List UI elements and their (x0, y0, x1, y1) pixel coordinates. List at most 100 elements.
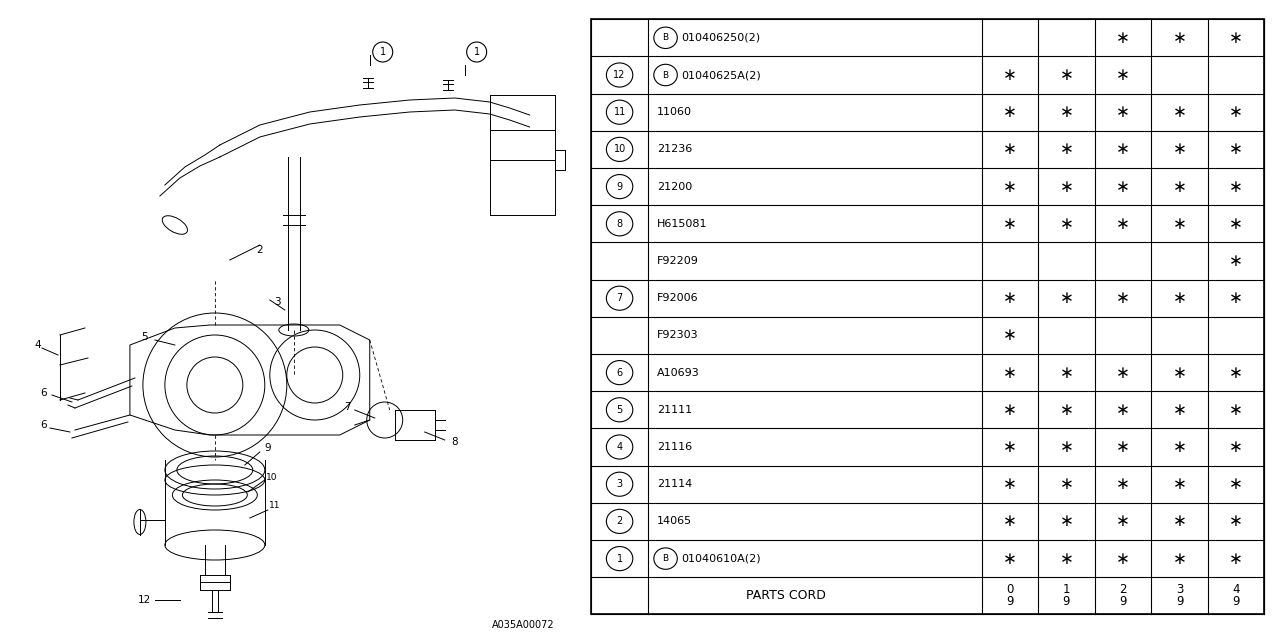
Text: ∗: ∗ (1172, 215, 1187, 233)
Text: 4: 4 (617, 442, 622, 452)
Text: PARTS CORD: PARTS CORD (746, 589, 826, 602)
Text: ∗: ∗ (1229, 438, 1243, 456)
Text: 01040610A(2): 01040610A(2) (681, 554, 760, 564)
Text: 14065: 14065 (657, 516, 691, 526)
Text: 21236: 21236 (657, 145, 692, 154)
Text: 21111: 21111 (657, 405, 691, 415)
Text: 9: 9 (1062, 595, 1070, 608)
Text: ∗: ∗ (1004, 66, 1016, 84)
Text: ∗: ∗ (1004, 289, 1016, 307)
Text: ∗: ∗ (1116, 438, 1130, 456)
Text: ∗: ∗ (1004, 401, 1016, 419)
Text: ∗: ∗ (1229, 550, 1243, 568)
Text: ∗: ∗ (1229, 513, 1243, 531)
Text: ∗: ∗ (1060, 177, 1074, 196)
Text: ∗: ∗ (1116, 29, 1130, 47)
Text: ∗: ∗ (1172, 29, 1187, 47)
Text: ∗: ∗ (1172, 140, 1187, 158)
Text: 7: 7 (344, 402, 351, 412)
Text: 1: 1 (380, 47, 385, 57)
Text: 11: 11 (613, 107, 626, 117)
Text: 8: 8 (617, 219, 622, 228)
Text: ∗: ∗ (1004, 438, 1016, 456)
Text: 11: 11 (269, 500, 280, 509)
Text: B: B (663, 554, 668, 563)
Text: H615081: H615081 (657, 219, 707, 228)
Text: ∗: ∗ (1060, 513, 1074, 531)
Text: ∗: ∗ (1172, 103, 1187, 121)
Text: ∗: ∗ (1229, 364, 1243, 381)
Text: A10693: A10693 (657, 367, 699, 378)
Text: ∗: ∗ (1172, 438, 1187, 456)
Text: ∗: ∗ (1229, 140, 1243, 158)
Text: ∗: ∗ (1172, 401, 1187, 419)
Text: 01040625A(2): 01040625A(2) (681, 70, 760, 80)
Text: ∗: ∗ (1004, 513, 1016, 531)
Text: 21114: 21114 (657, 479, 692, 489)
Text: 21200: 21200 (657, 182, 692, 191)
Text: A035A00072: A035A00072 (492, 620, 554, 630)
Text: ∗: ∗ (1116, 401, 1130, 419)
Text: ∗: ∗ (1116, 140, 1130, 158)
Text: ∗: ∗ (1060, 103, 1074, 121)
Text: 1: 1 (617, 554, 622, 564)
Text: ∗: ∗ (1172, 364, 1187, 381)
Text: ∗: ∗ (1172, 513, 1187, 531)
Text: ∗: ∗ (1172, 475, 1187, 493)
Text: 21116: 21116 (657, 442, 691, 452)
Text: ∗: ∗ (1116, 289, 1130, 307)
Text: B: B (663, 70, 668, 79)
Text: ∗: ∗ (1229, 177, 1243, 196)
Text: ∗: ∗ (1060, 475, 1074, 493)
Text: ∗: ∗ (1116, 475, 1130, 493)
Text: 2: 2 (256, 245, 264, 255)
Text: 1: 1 (474, 47, 480, 57)
Text: F92006: F92006 (657, 293, 699, 303)
Text: ∗: ∗ (1229, 29, 1243, 47)
Text: 9: 9 (1176, 595, 1183, 608)
Text: 8: 8 (452, 437, 458, 447)
Text: ∗: ∗ (1004, 140, 1016, 158)
Text: 12: 12 (138, 595, 151, 605)
Text: 3: 3 (1176, 583, 1183, 596)
Text: 2: 2 (617, 516, 622, 526)
Text: ∗: ∗ (1116, 177, 1130, 196)
Text: 9: 9 (265, 443, 271, 453)
Text: ∗: ∗ (1060, 215, 1074, 233)
Text: ∗: ∗ (1004, 215, 1016, 233)
Text: ∗: ∗ (1229, 475, 1243, 493)
Text: ∗: ∗ (1229, 215, 1243, 233)
Text: 0: 0 (1006, 583, 1014, 596)
Text: ∗: ∗ (1116, 215, 1130, 233)
Text: ∗: ∗ (1229, 289, 1243, 307)
Text: 6: 6 (41, 420, 47, 430)
Text: ∗: ∗ (1004, 475, 1016, 493)
Text: ∗: ∗ (1004, 326, 1016, 344)
Text: 12: 12 (613, 70, 626, 80)
Text: ∗: ∗ (1004, 177, 1016, 196)
Text: ∗: ∗ (1060, 289, 1074, 307)
Text: ∗: ∗ (1116, 550, 1130, 568)
Text: ∗: ∗ (1229, 103, 1243, 121)
Text: 6: 6 (41, 388, 47, 398)
Text: 10: 10 (613, 145, 626, 154)
Text: F92209: F92209 (657, 256, 699, 266)
Text: 9: 9 (1119, 595, 1126, 608)
Text: ∗: ∗ (1172, 177, 1187, 196)
Text: 3: 3 (274, 297, 282, 307)
Text: F92303: F92303 (657, 330, 699, 340)
Text: ∗: ∗ (1060, 438, 1074, 456)
Text: 7: 7 (617, 293, 622, 303)
Text: 10: 10 (266, 472, 278, 481)
Text: 11060: 11060 (657, 107, 691, 117)
Text: 3: 3 (617, 479, 622, 489)
Text: ∗: ∗ (1116, 103, 1130, 121)
Text: ∗: ∗ (1004, 364, 1016, 381)
Text: 5: 5 (617, 405, 622, 415)
Text: ∗: ∗ (1060, 66, 1074, 84)
Text: 4: 4 (35, 340, 41, 350)
Text: ∗: ∗ (1116, 513, 1130, 531)
Text: 6: 6 (617, 367, 622, 378)
Text: ∗: ∗ (1116, 66, 1130, 84)
Text: ∗: ∗ (1060, 140, 1074, 158)
